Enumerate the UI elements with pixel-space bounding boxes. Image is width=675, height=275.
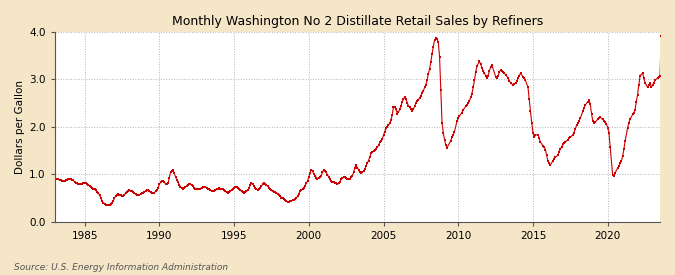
Y-axis label: Dollars per Gallon: Dollars per Gallon [15, 80, 25, 174]
Title: Monthly Washington No 2 Distillate Retail Sales by Refiners: Monthly Washington No 2 Distillate Retai… [171, 15, 543, 28]
Text: Source: U.S. Energy Information Administration: Source: U.S. Energy Information Administ… [14, 263, 227, 272]
